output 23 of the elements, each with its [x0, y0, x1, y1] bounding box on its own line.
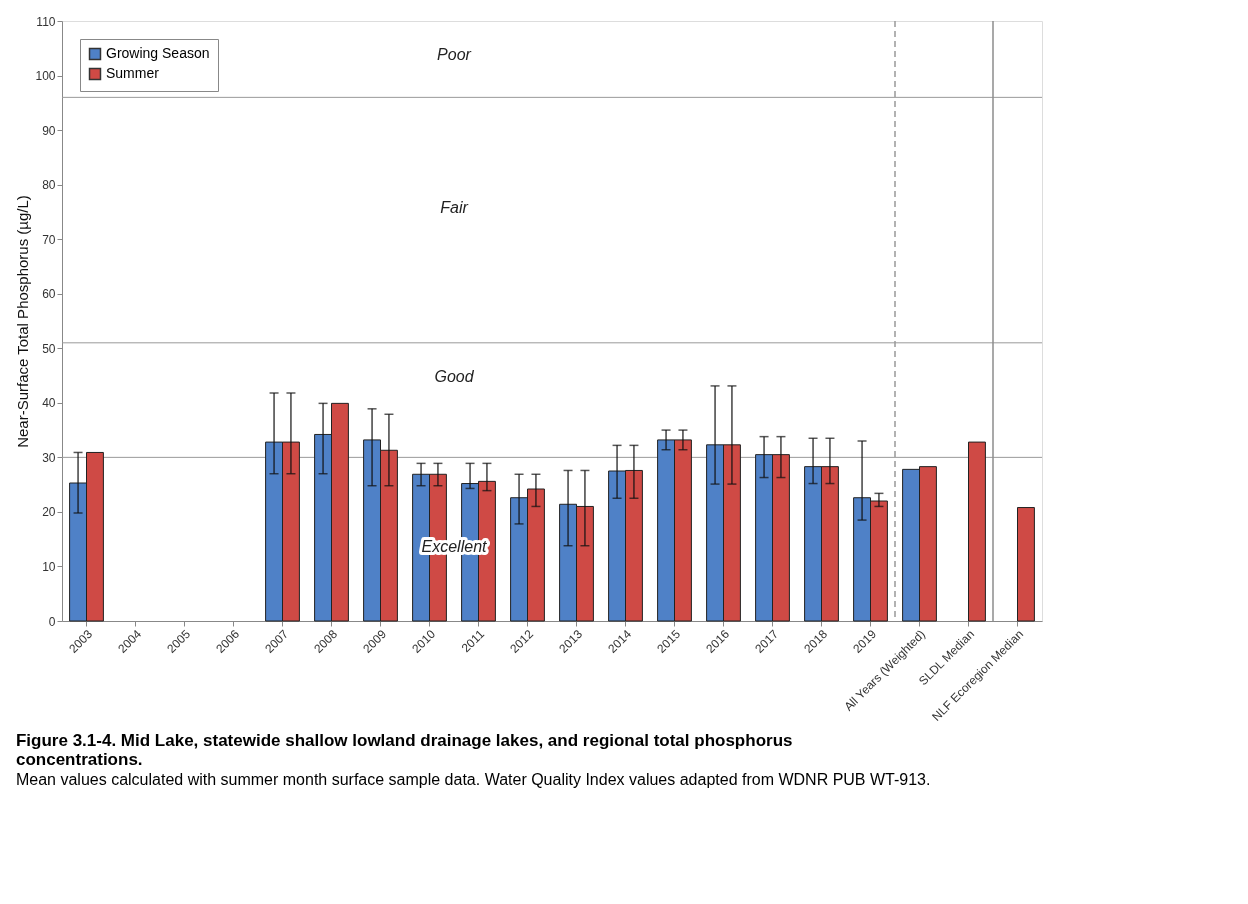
y-tick-label: 80 — [42, 178, 56, 193]
y-tick-label: 50 — [42, 341, 56, 356]
text: Mean values calculated with summer month surface sample data. Water Quality Index values adapted from WDNR PUB WT-913. — [15, 770, 931, 788]
y-tick-label: 60 — [42, 287, 56, 302]
legend-label: Growing Season — [106, 45, 210, 61]
y-tick-label: 0 — [48, 614, 56, 629]
y-tick-label: 30 — [42, 450, 56, 465]
y-tick-label: 110 — [36, 14, 56, 29]
annotation: Excellent — [421, 538, 488, 556]
y-tick-label: 10 — [42, 559, 56, 574]
annotation: Poor — [437, 46, 472, 64]
annotation: Good — [434, 368, 475, 386]
legend-label: Summer — [106, 65, 160, 81]
y-tick-label: 90 — [42, 123, 56, 138]
y-axis-title: Near-Surface Total Phosphorus (µg/L) — [14, 195, 32, 448]
y-tick-label: 20 — [42, 505, 56, 520]
bar — [1017, 507, 1035, 622]
y-tick-label: 40 — [42, 396, 56, 411]
annotation: Fair — [440, 198, 469, 216]
y-tick-label: 70 — [42, 232, 56, 247]
text: Figure 3.1-4. Mid Lake, statewide shallow lowland drainage lakes, and regional total phosphorus concentrations. — [15, 730, 793, 769]
y-tick-label: 100 — [35, 69, 56, 84]
bar — [968, 441, 986, 622]
